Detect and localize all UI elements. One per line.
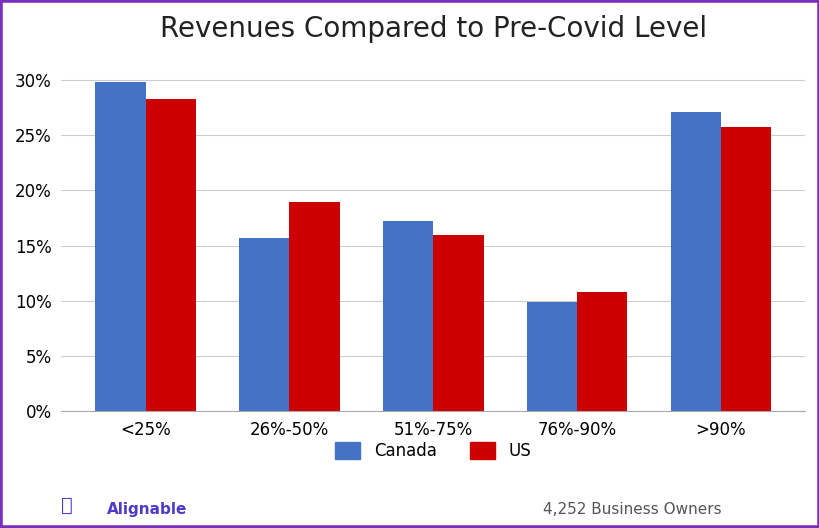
Bar <box>95 82 146 411</box>
Bar <box>670 112 720 411</box>
Title: Revenues Compared to Pre-Covid Level: Revenues Compared to Pre-Covid Level <box>160 15 706 43</box>
Text: Alignable: Alignable <box>106 503 187 517</box>
Bar <box>382 221 432 411</box>
Bar <box>432 234 483 411</box>
Text: ➿: ➿ <box>61 496 73 515</box>
Bar <box>577 292 627 411</box>
Bar <box>146 99 196 411</box>
Text: 4,252 Business Owners: 4,252 Business Owners <box>542 503 721 517</box>
Bar <box>239 238 289 411</box>
Bar <box>289 203 339 411</box>
Legend: Canada, US: Canada, US <box>328 435 537 466</box>
Bar <box>526 302 577 411</box>
Bar <box>720 127 770 411</box>
